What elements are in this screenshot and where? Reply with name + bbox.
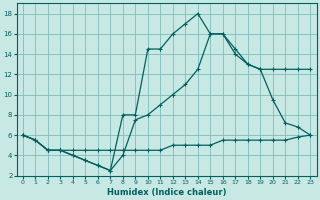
X-axis label: Humidex (Indice chaleur): Humidex (Indice chaleur) [107, 188, 226, 197]
